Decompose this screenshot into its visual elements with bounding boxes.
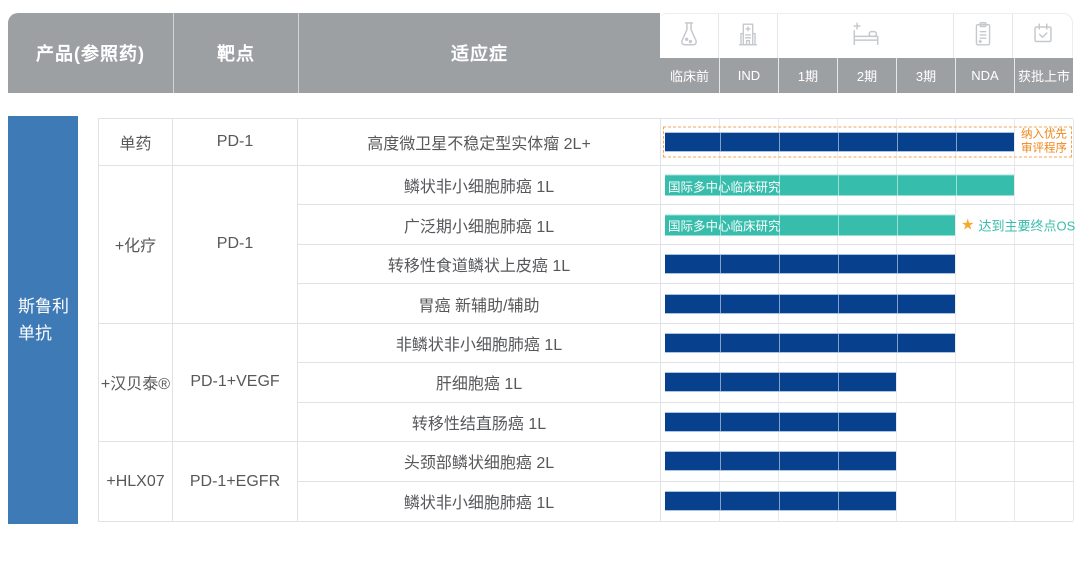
hospital-building-icon <box>733 19 763 54</box>
star-icon: ★ <box>961 216 975 234</box>
hospital-bed-icon <box>849 19 883 54</box>
phase-icon-cell <box>719 14 778 58</box>
indication-cell: 高度微卫星不稳定型实体瘤 2L+ <box>298 119 661 166</box>
timeline-cell <box>661 363 1074 403</box>
product-name-line: 单抗 <box>18 324 52 343</box>
timeline-cell <box>661 481 1074 521</box>
timeline-cell <box>661 442 1074 482</box>
target-cell: PD-1 <box>173 166 298 324</box>
header-product-column: 产品(参照药) <box>8 13 173 93</box>
phase-labels-row: 临床前 IND 1期 2期 3期 NDA 获批上市 <box>660 58 1073 93</box>
indication-cell: 鳞状非小细胞肺癌 1L <box>298 481 661 521</box>
priority-review-note: 纳入优先 审评程序 <box>1021 127 1067 157</box>
phase-label: 2期 <box>837 58 896 93</box>
timeline-cell: 纳入优先 审评程序 <box>661 119 1074 166</box>
phase-icons-row <box>660 13 1073 58</box>
pipeline-progress-bar <box>665 254 955 275</box>
target-cell: PD-1+VEGF <box>173 323 298 443</box>
priority-review-line: 纳入优先 <box>1021 128 1067 141</box>
timeline-cell: 国际多中心临床研究 <box>661 166 1074 206</box>
header-indication-column: 适应症 <box>298 13 660 93</box>
combo-cell: +化疗 <box>99 166 173 324</box>
combo-cell: 单药 <box>99 119 173 166</box>
header-target-column: 靶点 <box>173 13 298 93</box>
phase-icon-cell <box>660 14 719 58</box>
priority-review-box: 纳入优先 审评程序 <box>663 126 1072 158</box>
calendar-check-icon <box>1028 19 1058 54</box>
phase-label: NDA <box>955 58 1014 93</box>
indication-cell: 鳞状非小细胞肺癌 1L <box>298 166 661 206</box>
timeline-cell <box>661 244 1074 285</box>
pipeline-progress-bar <box>665 372 896 393</box>
target-cell: PD-1+EGFR <box>173 442 298 521</box>
pipeline-progress-bar <box>665 491 896 512</box>
indication-cell: 肝细胞癌 1L <box>298 363 661 403</box>
milestone-text: 达到主要终点OS <box>978 218 1076 234</box>
pipeline-table: 单药 PD-1 高度微卫星不稳定型实体瘤 2L+ 纳入优先 审评程序 +化疗 PD-1 鳞状非… <box>98 118 1075 522</box>
timeline-cell <box>661 402 1074 443</box>
timeline-cell <box>661 284 1074 324</box>
combo-cell: +汉贝泰® <box>99 323 173 443</box>
pipeline-progress-bar <box>665 293 955 314</box>
pipeline-progress-bar <box>665 411 896 432</box>
indication-cell: 头颈部鳞状细胞癌 2L <box>298 442 661 482</box>
timeline-cell: 国际多中心临床研究 ★ 达到主要终点OS <box>661 205 1075 245</box>
phase-label: 1期 <box>778 58 837 93</box>
phase-label: 获批上市 <box>1014 58 1073 93</box>
product-name-block: 斯鲁利 单抗 <box>8 116 78 524</box>
priority-review-line: 审评程序 <box>1021 143 1067 155</box>
indication-cell: 转移性食道鳞状上皮癌 1L <box>298 244 661 285</box>
product-name-line: 斯鲁利 <box>18 296 69 316</box>
indication-cell: 非鳞状非小细胞肺癌 1L <box>298 323 661 364</box>
pipeline-progress-bar <box>665 451 896 472</box>
milestone-annotation: ★ 达到主要终点OS <box>961 215 1075 234</box>
flask-icon <box>674 19 704 54</box>
pipeline-progress-bar <box>665 332 955 353</box>
phase-label: 临床前 <box>660 58 719 93</box>
indication-cell: 广泛期小细胞肺癌 1L <box>298 205 661 245</box>
phase-icon-cell <box>954 14 1014 58</box>
phase-label: 3期 <box>896 58 955 93</box>
table-header: 产品(参照药) 靶点 适应症 临床前 IND 1期 2期 3期 NDA 获批上市 <box>8 13 1073 93</box>
combo-cell: +HLX07 <box>99 442 173 521</box>
timeline-cell <box>661 323 1074 364</box>
indication-cell: 转移性结直肠癌 1L <box>298 402 661 443</box>
pipeline-progress-bar <box>665 132 1014 152</box>
target-cell: PD-1 <box>173 119 298 166</box>
phase-icon-cell <box>778 14 955 58</box>
intl-multicenter-study-bar: 国际多中心临床研究 <box>665 214 955 236</box>
intl-multicenter-study-bar: 国际多中心临床研究 <box>665 174 1014 196</box>
indication-cell: 胃癌 新辅助/辅助 <box>298 284 661 324</box>
phase-label: IND <box>719 58 778 93</box>
clipboard-icon <box>968 19 998 54</box>
phase-header: 临床前 IND 1期 2期 3期 NDA 获批上市 <box>660 13 1073 93</box>
phase-icon-cell <box>1013 14 1072 58</box>
